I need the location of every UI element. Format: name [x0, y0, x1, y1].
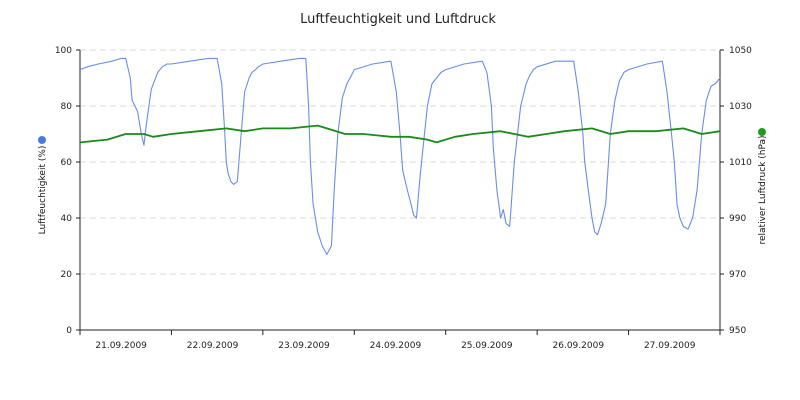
right-tick-label: 950: [729, 326, 746, 336]
x-tick-label: 23.09.2009: [278, 341, 330, 351]
left-axis-title: Luftfeuchtigkeit (%): [38, 146, 48, 235]
right-tick-label: 990: [729, 214, 746, 224]
humidity-series-line: [79, 57, 721, 255]
right-tick-label: 970: [729, 270, 746, 280]
x-tick-label: 27.09.2009: [644, 341, 696, 351]
right-tick-label: 1030: [729, 102, 752, 112]
left-tick-label: 0: [66, 326, 72, 336]
left-tick-label: 20: [61, 270, 73, 280]
chart-title: Luftfeuchtigkeit und Luftdruck: [300, 12, 496, 27]
axes: [79, 50, 721, 331]
left-axis-ticks: 0 20 40 60 80 100: [55, 46, 80, 336]
pressure-series-line: [79, 124, 721, 144]
right-tick-label: 1050: [729, 46, 752, 56]
x-tick-label: 25.09.2009: [461, 341, 513, 351]
x-tick-label: 24.09.2009: [370, 341, 422, 351]
right-axis-title: relativer Luftdruck (hPa): [758, 135, 768, 244]
grid-lines: [80, 49, 720, 275]
humidity-series-marker: [38, 136, 46, 144]
right-tick-label: 1010: [729, 158, 752, 168]
pressure-series-marker: [758, 128, 766, 136]
series-lines: [79, 57, 721, 255]
x-axis-ticks: 21.09.2009 22.09.2009 23.09.2009 24.09.2009…: [79, 330, 721, 351]
left-tick-label: 80: [61, 102, 73, 112]
x-tick-label: 26.09.2009: [553, 341, 605, 351]
right-axis-ticks: 950 970 990 1010 1030 1050: [720, 46, 752, 336]
left-tick-label: 60: [61, 158, 73, 168]
x-tick-label: 21.09.2009: [95, 341, 147, 351]
x-tick-label: 22.09.2009: [187, 341, 239, 351]
left-tick-label: 100: [55, 46, 72, 56]
left-tick-label: 40: [61, 214, 73, 224]
